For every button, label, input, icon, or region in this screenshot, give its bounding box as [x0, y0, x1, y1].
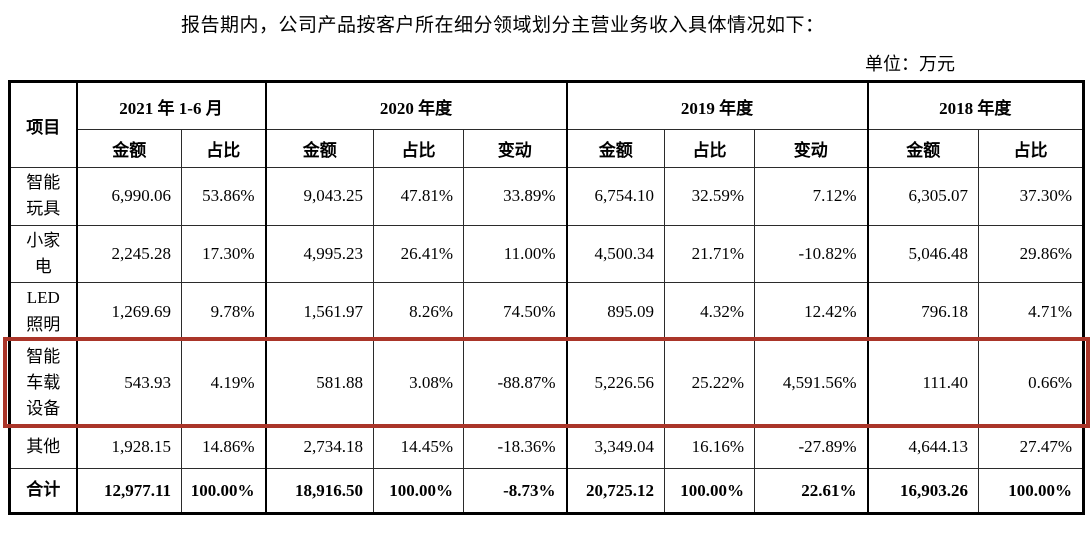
cell-value: 33.89% [463, 167, 568, 226]
cell-value: 9,043.25 [264, 167, 375, 226]
revenue-by-segment-table: 项目 2021 年 1-6 月 2020 年度 2019 年度 2018 年度 … [8, 80, 1086, 516]
cell-value: 2,245.28 [75, 224, 182, 284]
cell-value: -18.36% [463, 425, 568, 470]
cell-value: 1,269.69 [75, 282, 182, 342]
cell-value: 27.47% [978, 425, 1085, 470]
column-header-metric: 变动 [754, 129, 869, 168]
cell-value: 895.09 [565, 282, 666, 342]
row-label: 其他 [9, 425, 77, 470]
cell-value: 18,916.50 [264, 468, 375, 515]
cell-value: 29.86% [978, 224, 1085, 284]
cell-value: 4,500.34 [565, 224, 666, 284]
cell-value: 581.88 [264, 340, 375, 427]
cell-value: 8.26% [373, 282, 465, 342]
cell-value: 3.08% [373, 340, 465, 427]
cell-value: 1,561.97 [264, 282, 375, 342]
cell-value: 100.00% [664, 468, 756, 515]
row-label: 智能 车载 设备 [9, 340, 77, 427]
column-header-metric: 占比 [664, 129, 756, 168]
cell-value: 100.00% [978, 468, 1085, 515]
cell-value: 6,305.07 [866, 167, 980, 226]
cell-value: 37.30% [978, 167, 1085, 226]
column-header-metric: 金额 [264, 129, 375, 168]
row-label: LED 照明 [9, 282, 77, 342]
period-header-2021h1: 2021 年 1-6 月 [75, 81, 267, 130]
cell-value: 12,977.11 [75, 468, 182, 515]
cell-value: 12.42% [754, 282, 869, 342]
cell-value: 25.22% [664, 340, 756, 427]
column-header-metric: 金额 [75, 129, 182, 168]
cell-value: 22.61% [754, 468, 869, 515]
period-header-2018: 2018 年度 [866, 81, 1085, 130]
cell-value: 6,990.06 [75, 167, 182, 226]
column-header-metric: 金额 [565, 129, 666, 168]
cell-value: 111.40 [866, 340, 980, 427]
period-header-2020: 2020 年度 [264, 81, 568, 130]
cell-value: -8.73% [463, 468, 568, 515]
table-row: 智能 玩具 6,990.06 53.86% 9,043.25 47.81% 33.89% 6… [9, 167, 1085, 226]
unit-label: 单位：万元 [865, 54, 955, 74]
cell-value: -88.87% [463, 340, 568, 427]
cell-value: 14.86% [180, 425, 267, 470]
cell-value: 5,046.48 [866, 224, 980, 284]
row-label: 智能 玩具 [9, 167, 77, 226]
cell-value: 4.19% [180, 340, 267, 427]
cell-value: 9.78% [180, 282, 267, 342]
column-header-metric: 变动 [463, 129, 568, 168]
cell-value: 47.81% [373, 167, 465, 226]
cell-value: 32.59% [664, 167, 756, 226]
cell-value: 2,734.18 [264, 425, 375, 470]
table-row: LED 照明 1,269.69 9.78% 1,561.97 8.26% 74.50% 89… [9, 282, 1085, 342]
cell-value: 14.45% [373, 425, 465, 470]
row-label: 小家 电 [9, 224, 77, 284]
cell-value: 3,349.04 [565, 425, 666, 470]
page-title: 报告期内，公司产品按客户所在细分领域划分主营业务收入具体情况如下： [181, 15, 825, 36]
cell-value: 4,591.56% [754, 340, 869, 427]
row-label: 合计 [9, 468, 77, 515]
table-row: 其他 1,928.15 14.86% 2,734.18 14.45% -18.36% 3,3… [9, 425, 1085, 470]
table-row: 智能 车载 设备 543.93 4.19% 581.88 3.08% -88.87% 5,2… [9, 340, 1085, 427]
cell-value: 4.32% [664, 282, 756, 342]
cell-value: 4,995.23 [264, 224, 375, 284]
cell-value: 5,226.56 [565, 340, 666, 427]
cell-value: 100.00% [180, 468, 267, 515]
cell-value: 0.66% [978, 340, 1085, 427]
column-header-metric: 占比 [373, 129, 465, 168]
cell-value: 74.50% [463, 282, 568, 342]
cell-value: 21.71% [664, 224, 756, 284]
cell-value: -10.82% [754, 224, 869, 284]
cell-value: 543.93 [75, 340, 182, 427]
cell-value: -27.89% [754, 425, 869, 470]
cell-value: 53.86% [180, 167, 267, 226]
table-row: 合计 12,977.11 100.00% 18,916.50 100.00% -8.73%… [9, 468, 1085, 515]
cell-value: 16,903.26 [866, 468, 980, 515]
column-header-metric: 金额 [866, 129, 980, 168]
cell-value: 796.18 [866, 282, 980, 342]
cell-value: 17.30% [180, 224, 267, 284]
cell-value: 4,644.13 [866, 425, 980, 470]
cell-value: 11.00% [463, 224, 568, 284]
column-header-item: 项目 [9, 81, 77, 168]
cell-value: 6,754.10 [565, 167, 666, 226]
cell-value: 4.71% [978, 282, 1085, 342]
cell-value: 7.12% [754, 167, 869, 226]
table-row: 小家 电 2,245.28 17.30% 4,995.23 26.41% 11.00% 4,… [9, 224, 1085, 284]
cell-value: 20,725.12 [565, 468, 666, 515]
column-header-metric: 占比 [978, 129, 1085, 168]
cell-value: 100.00% [373, 468, 465, 515]
table-body: 智能 玩具 6,990.06 53.86% 9,043.25 47.81% 33.89% 6… [9, 167, 1085, 515]
header-row-metrics: 金额 占比 金额 占比 变动 金额 占比 变动 金额 占比 [10, 129, 1085, 168]
cell-value: 26.41% [373, 224, 465, 284]
cell-value: 1,928.15 [75, 425, 182, 470]
column-header-metric: 占比 [180, 129, 267, 168]
cell-value: 16.16% [664, 425, 756, 470]
period-header-2019: 2019 年度 [565, 81, 869, 130]
table-header: 项目 2021 年 1-6 月 2020 年度 2019 年度 2018 年度 … [9, 81, 1085, 168]
header-row-periods: 项目 2021 年 1-6 月 2020 年度 2019 年度 2018 年度 [9, 81, 1085, 168]
